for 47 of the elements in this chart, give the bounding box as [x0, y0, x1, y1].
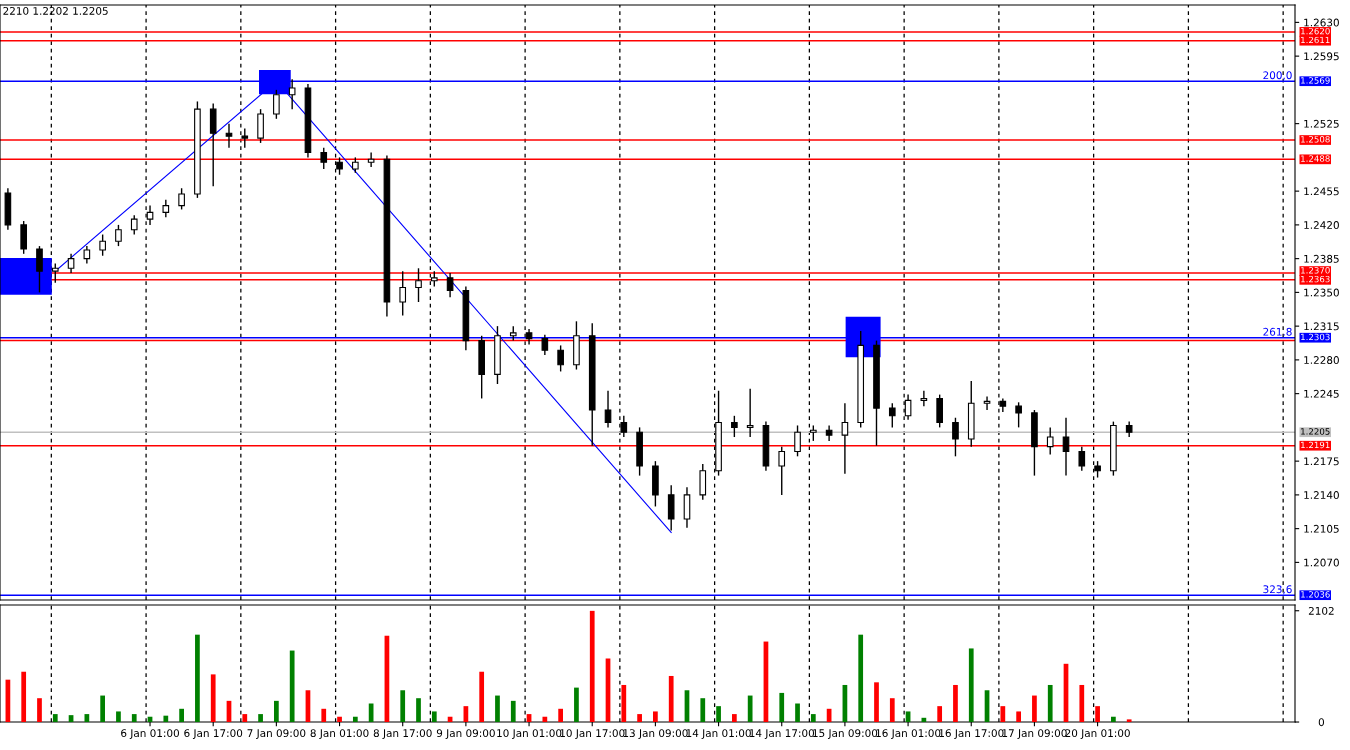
ref-line-label: 1.2488 [1301, 155, 1330, 162]
y-tick-label: 1.2105 [1304, 524, 1339, 533]
y-tick-label: 1.2070 [1304, 558, 1339, 567]
y-tick-label: 1.2385 [1304, 254, 1339, 263]
x-tick-label: 15 Jan 09:00 [813, 729, 878, 739]
x-tick-label: 10 Jan 01:00 [497, 729, 562, 739]
y-tick-label: 1.2140 [1304, 491, 1339, 499]
x-tick-label: 13 Jan 09:00 [623, 729, 688, 739]
y-tick-label: 1.2175 [1304, 457, 1339, 466]
x-tick-label: 6 Jan 17:00 [184, 729, 243, 739]
y-tick-label: 1.2455 [1304, 187, 1339, 196]
ref-line-label: 1.2370 [1301, 267, 1330, 274]
x-tick-label: 8 Jan 01:00 [310, 729, 369, 739]
ref-line-label: 1.2508 [1301, 136, 1330, 143]
x-tick-label: 14 Jan 17:00 [749, 729, 815, 739]
x-tick-label: 8 Jan 17:00 [373, 729, 432, 739]
annotation: 323,6 [1263, 585, 1292, 595]
y-tick-label: 1.2280 [1304, 356, 1339, 364]
x-tick-label: 20 Jan 01:00 [1065, 729, 1130, 739]
x-tick-label: 17 Jan 09:00 [1002, 729, 1067, 739]
ref-line-label: 1.2205 [1301, 428, 1330, 435]
ref-line-label: 1.2620 [1301, 27, 1330, 35]
y-tick-label: 1.2595 [1304, 52, 1339, 61]
y-tick-label: 1.2420 [1304, 221, 1339, 229]
annotation: 261.8 [1263, 327, 1292, 336]
y-tick-label: 1.2315 [1304, 322, 1339, 331]
y-tick-label: 1.2525 [1304, 119, 1339, 128]
y-tick-label: 1.2350 [1304, 288, 1339, 297]
y-tick-label: 2102 [1308, 606, 1334, 615]
annotation: 2210 1.2202 1.2205 [3, 6, 108, 15]
x-tick-label: 9 Jan 09:00 [436, 729, 495, 739]
ref-line-label: 1.2569 [1301, 77, 1330, 84]
ref-line-label: 1.2191 [1301, 441, 1330, 449]
y-tick-label: 1.2245 [1304, 389, 1339, 398]
y-tick-label: 1.2630 [1304, 18, 1339, 27]
ref-line-label: 1.2036 [1301, 591, 1330, 598]
ref-line-label: 1.2303 [1301, 333, 1330, 341]
annotation: 200,0 [1263, 71, 1292, 81]
ref-line-label: 1.2611 [1301, 36, 1330, 44]
x-tick-label: 7 Jan 09:00 [247, 729, 306, 739]
x-tick-label: 10 Jan 17:00 [560, 729, 625, 739]
x-tick-label: 16 Jan 01:00 [876, 729, 941, 739]
x-tick-label: 6 Jan 01:00 [121, 729, 179, 739]
x-tick-label: 16 Jan 17:00 [939, 729, 1004, 739]
ref-line-label: 1.2363 [1301, 275, 1330, 283]
x-tick-label: 14 Jan 01:00 [686, 729, 751, 739]
y-tick-label: 0 [1318, 718, 1325, 727]
